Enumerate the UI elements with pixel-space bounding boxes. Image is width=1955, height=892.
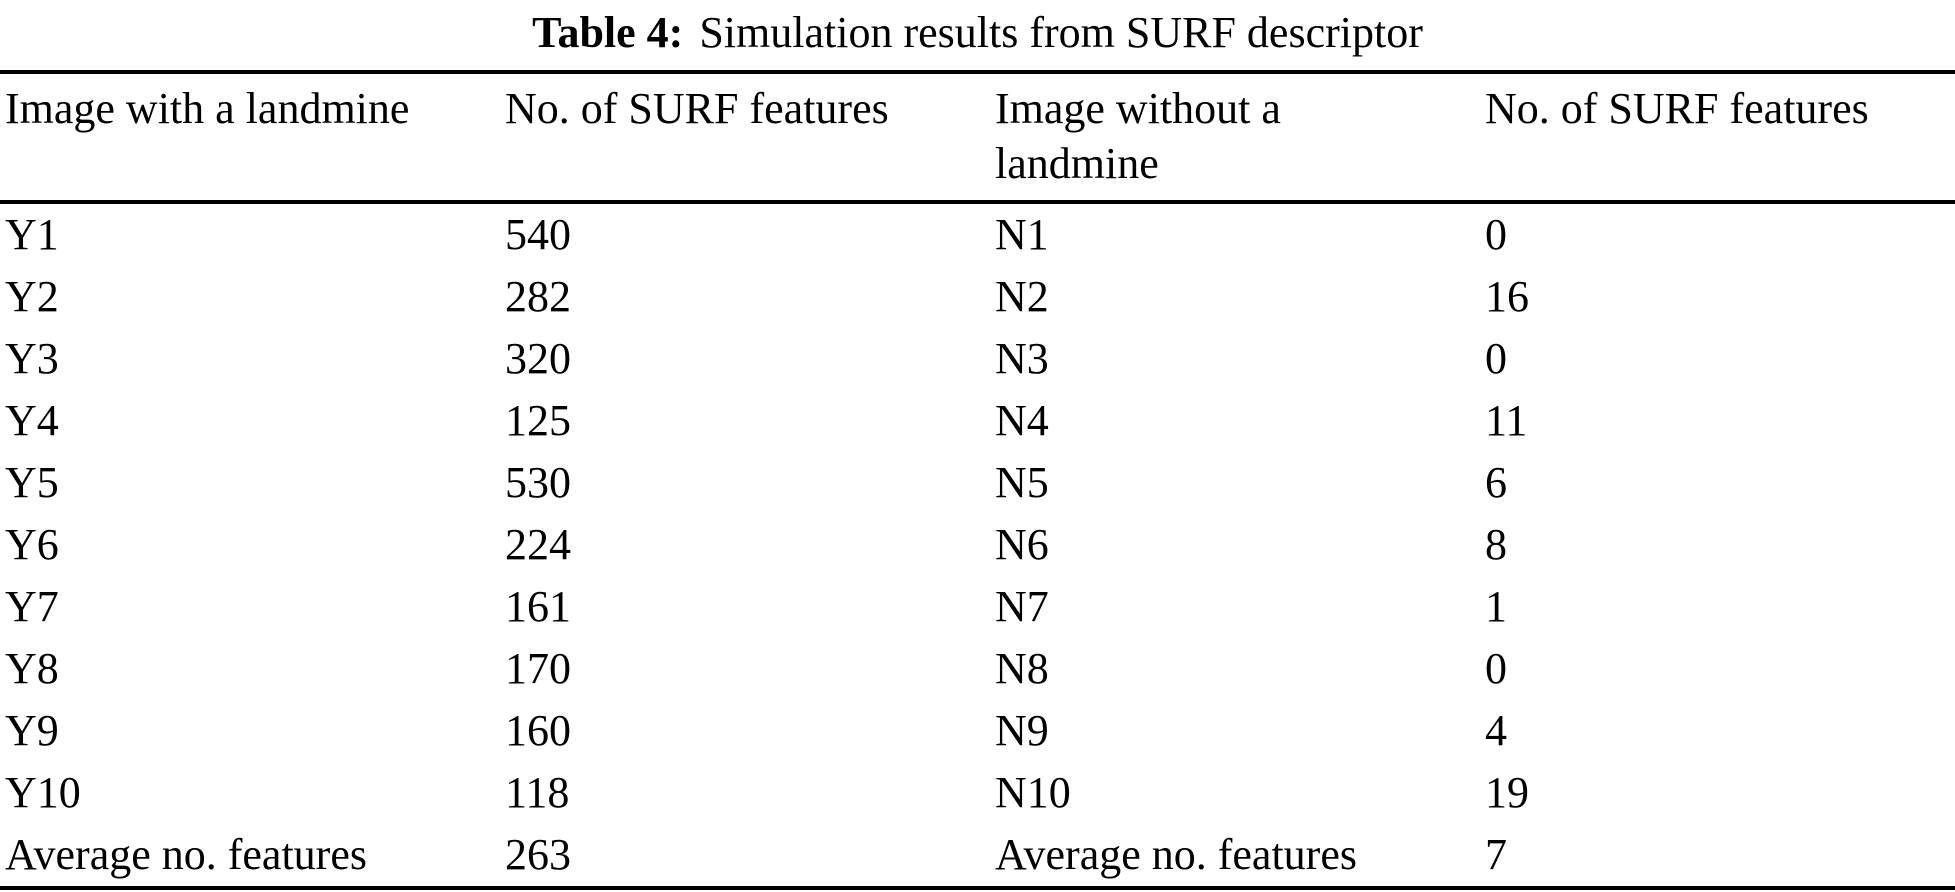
cell-left-image: Y2: [5, 272, 59, 321]
table-caption-text: Simulation results from SURF descriptor: [699, 8, 1423, 57]
header-image-with-landmine: Image with a landmine: [0, 72, 500, 204]
table-row-average: Average no. features 263 Average no. fea…: [0, 824, 1955, 888]
cell-right-image: N1: [995, 210, 1049, 259]
table-row: Y7 161 N7 1: [0, 576, 1955, 638]
cell-left-features: 530: [505, 458, 571, 507]
cell-right-image: N3: [995, 334, 1049, 383]
table-row: Y6 224 N6 8: [0, 514, 1955, 576]
cell-left-features: 320: [505, 334, 571, 383]
cell-right-features: 0: [1485, 334, 1507, 383]
cell-right-image: N6: [995, 520, 1049, 569]
table-caption: Table 4: Simulation results from SURF des…: [0, 0, 1955, 70]
table-row: Y5 530 N5 6: [0, 452, 1955, 514]
cell-left-image: Y4: [5, 396, 59, 445]
cell-left-image: Y8: [5, 644, 59, 693]
header-image-without-landmine: Image without a landmine: [990, 72, 1480, 204]
table-row: Y1 540 N1 0: [0, 202, 1955, 266]
cell-right-features: 8: [1485, 520, 1507, 569]
table-row: Y4 125 N4 11: [0, 390, 1955, 452]
surf-results-table: Image with a landmine No. of SURF featur…: [0, 70, 1955, 890]
cell-left-average-value: 263: [505, 830, 571, 879]
cell-right-features: 1: [1485, 582, 1507, 631]
cell-right-features: 0: [1485, 210, 1507, 259]
cell-left-image: Y6: [5, 520, 59, 569]
cell-right-features: 16: [1485, 272, 1529, 321]
cell-right-image: N10: [995, 768, 1071, 817]
table-row: Y2 282 N2 16: [0, 266, 1955, 328]
cell-right-image: N2: [995, 272, 1049, 321]
cell-right-image: N9: [995, 706, 1049, 755]
cell-right-features: 0: [1485, 644, 1507, 693]
table-row: Y10 118 N10 19: [0, 762, 1955, 824]
cell-left-features: 161: [505, 582, 571, 631]
cell-right-features: 6: [1485, 458, 1507, 507]
cell-left-image: Y9: [5, 706, 59, 755]
cell-left-image: Y7: [5, 582, 59, 631]
table-caption-label: Table 4:: [532, 8, 684, 57]
cell-left-features: 282: [505, 272, 571, 321]
cell-left-average-label: Average no. features: [5, 830, 367, 879]
cell-left-image: Y10: [5, 768, 81, 817]
cell-right-average-label: Average no. features: [995, 830, 1357, 879]
cell-left-features: 170: [505, 644, 571, 693]
cell-left-image: Y1: [5, 210, 59, 259]
cell-left-features: 224: [505, 520, 571, 569]
cell-left-image: Y3: [5, 334, 59, 383]
table-row: Y8 170 N8 0: [0, 638, 1955, 700]
cell-right-image: N5: [995, 458, 1049, 507]
cell-right-image: N7: [995, 582, 1049, 631]
cell-right-features: 19: [1485, 768, 1529, 817]
header-surf-features-right: No. of SURF features: [1480, 72, 1955, 204]
header-surf-features-left: No. of SURF features: [500, 72, 990, 204]
cell-left-image: Y5: [5, 458, 59, 507]
cell-right-features: 11: [1485, 396, 1528, 445]
table-row: Y9 160 N9 4: [0, 700, 1955, 762]
cell-left-features: 125: [505, 396, 571, 445]
cell-left-features: 160: [505, 706, 571, 755]
cell-left-features: 540: [505, 210, 571, 259]
cell-right-average-value: 7: [1485, 830, 1507, 879]
cell-right-features: 4: [1485, 706, 1507, 755]
table-header-row: Image with a landmine No. of SURF featur…: [0, 72, 1955, 204]
table-row: Y3 320 N3 0: [0, 328, 1955, 390]
cell-right-image: N8: [995, 644, 1049, 693]
cell-left-features: 118: [505, 768, 570, 817]
cell-right-image: N4: [995, 396, 1049, 445]
